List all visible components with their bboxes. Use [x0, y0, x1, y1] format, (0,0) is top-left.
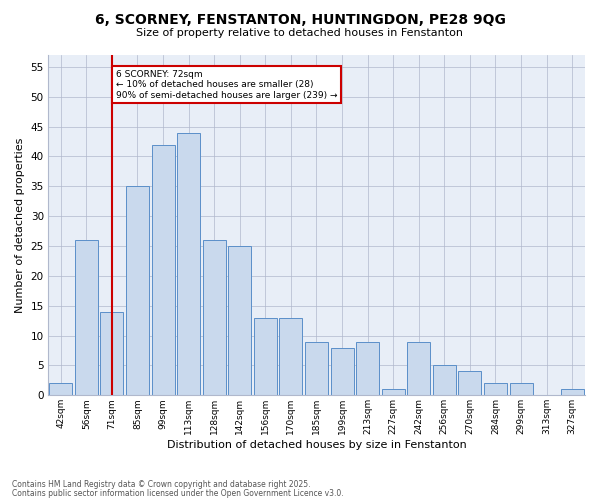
Bar — [75, 240, 98, 396]
Bar — [382, 390, 405, 396]
X-axis label: Distribution of detached houses by size in Fenstanton: Distribution of detached houses by size … — [167, 440, 466, 450]
Bar — [433, 366, 456, 396]
Text: Contains HM Land Registry data © Crown copyright and database right 2025.: Contains HM Land Registry data © Crown c… — [12, 480, 311, 489]
Bar — [126, 186, 149, 396]
Bar — [280, 318, 302, 396]
Bar — [509, 384, 533, 396]
Bar — [152, 144, 175, 396]
Text: Contains public sector information licensed under the Open Government Licence v3: Contains public sector information licen… — [12, 488, 344, 498]
Bar — [177, 132, 200, 396]
Bar — [49, 384, 72, 396]
Bar — [561, 390, 584, 396]
Text: 6 SCORNEY: 72sqm
← 10% of detached houses are smaller (28)
90% of semi-detached : 6 SCORNEY: 72sqm ← 10% of detached house… — [116, 70, 337, 100]
Bar — [203, 240, 226, 396]
Bar — [254, 318, 277, 396]
Bar — [484, 384, 507, 396]
Bar — [356, 342, 379, 396]
Bar — [305, 342, 328, 396]
Bar — [228, 246, 251, 396]
Bar — [407, 342, 430, 396]
Bar — [331, 348, 353, 396]
Y-axis label: Number of detached properties: Number of detached properties — [15, 138, 25, 313]
Text: 6, SCORNEY, FENSTANTON, HUNTINGDON, PE28 9QG: 6, SCORNEY, FENSTANTON, HUNTINGDON, PE28… — [95, 12, 505, 26]
Text: Size of property relative to detached houses in Fenstanton: Size of property relative to detached ho… — [137, 28, 464, 38]
Bar — [100, 312, 124, 396]
Bar — [458, 372, 481, 396]
